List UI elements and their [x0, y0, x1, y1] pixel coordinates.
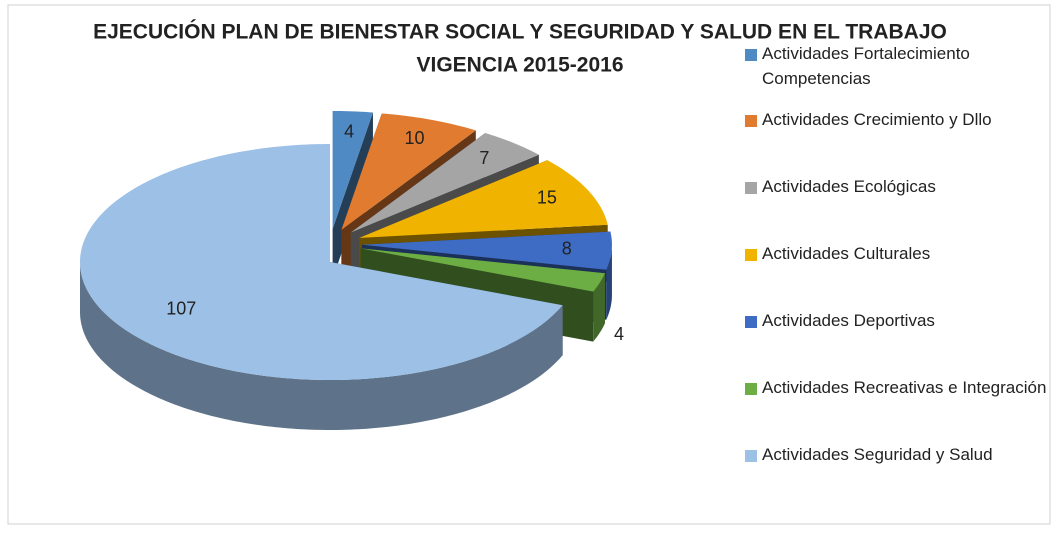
legend-line: Actividades Culturales	[762, 244, 930, 263]
legend-swatch	[745, 182, 757, 194]
slice-top	[360, 248, 605, 292]
slice-top	[341, 113, 476, 230]
legend-label: Actividades Ecológicas	[762, 177, 936, 196]
slice-top	[332, 110, 373, 229]
slice-top	[361, 231, 612, 270]
data-label: 4	[614, 324, 624, 344]
data-label: 10	[405, 128, 425, 148]
legend-swatch	[745, 249, 757, 261]
slice-wall	[80, 260, 563, 430]
slice-top	[80, 144, 563, 380]
legend-label: Actividades Deportivas	[762, 311, 935, 330]
pie	[80, 110, 612, 430]
legend-line: Actividades Seguridad y Salud	[762, 445, 993, 464]
legend-label: Actividades Culturales	[762, 244, 930, 263]
data-label: 107	[166, 299, 196, 319]
legend-label: Actividades Fortalecimiento Competencias	[762, 44, 975, 88]
legend-swatch	[745, 115, 757, 127]
legend-label: Actividades Recreativas e Integración	[762, 378, 1046, 397]
data-label: 15	[537, 188, 557, 208]
legend-label: Actividades Crecimiento y Dllo	[762, 110, 992, 129]
legend-swatch	[745, 316, 757, 328]
data-label: 8	[562, 238, 572, 258]
legend-line: Actividades Ecológicas	[762, 177, 936, 196]
slice-top	[350, 133, 539, 233]
slice-wall	[593, 273, 605, 342]
chart-title: EJECUCIÓN PLAN DE BIENESTAR SOCIAL Y SEG…	[93, 20, 947, 44]
legend-line: Competencias	[762, 69, 871, 88]
legend-line: Actividades Crecimiento y Dllo	[762, 110, 992, 129]
legend-swatch	[745, 49, 757, 61]
legend-label: Actividades Seguridad y Salud	[762, 445, 993, 464]
legend-swatch	[745, 450, 757, 462]
legend-line: Actividades Fortalecimiento	[762, 44, 975, 63]
slice-wall	[606, 243, 612, 320]
slice	[80, 144, 563, 430]
data-label: 7	[479, 148, 489, 168]
legend-swatch	[745, 383, 757, 395]
legend-line: Actividades Recreativas e Integración	[762, 378, 1046, 397]
chart-subtitle: VIGENCIA 2015-2016	[417, 54, 624, 77]
legend-line: Actividades Deportivas	[762, 311, 935, 330]
data-label: 4	[344, 121, 354, 141]
slice-top	[359, 160, 608, 238]
